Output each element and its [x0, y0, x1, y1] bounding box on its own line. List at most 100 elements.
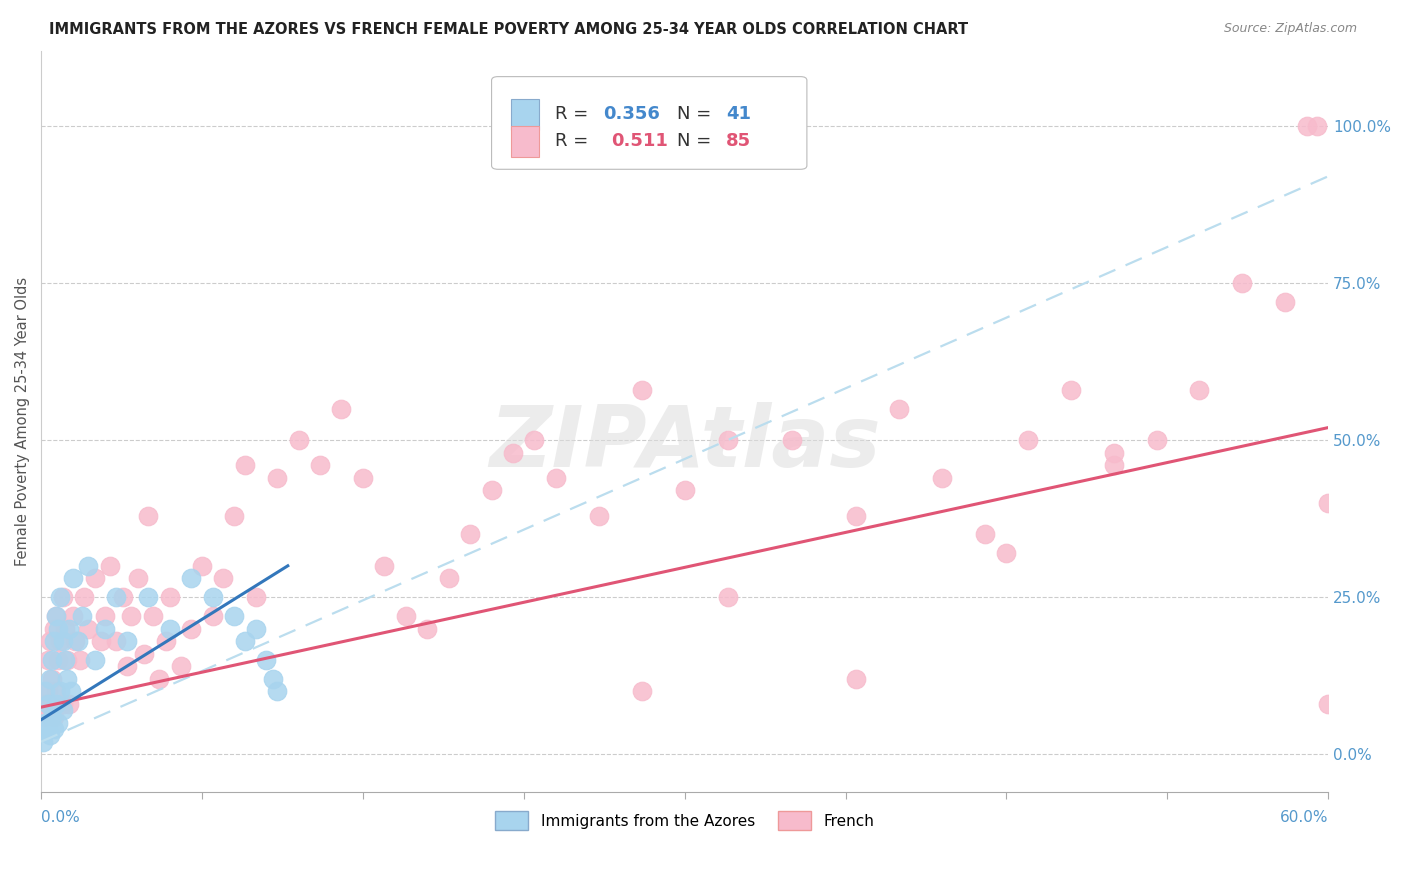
Text: R =: R =: [554, 105, 593, 123]
Point: [254, 653, 277, 667]
Point: [127, 571, 149, 585]
Point: [180, 571, 202, 585]
Point: [191, 558, 214, 573]
Point: [70, 609, 93, 624]
Point: [51, 591, 73, 605]
Point: [56, 653, 79, 667]
Point: [330, 401, 353, 416]
Point: [1060, 383, 1083, 397]
Point: [38, 728, 60, 742]
Point: [1102, 458, 1125, 473]
Point: [90, 634, 112, 648]
Bar: [510, 126, 538, 157]
Point: [201, 609, 224, 624]
Point: [83, 653, 105, 667]
Point: [887, 401, 910, 416]
Point: [42, 709, 65, 723]
Point: [233, 458, 256, 473]
Point: [34, 697, 56, 711]
Point: [1317, 496, 1340, 510]
Point: [458, 527, 481, 541]
Point: [845, 508, 868, 523]
Point: [98, 558, 121, 573]
Bar: [510, 99, 538, 130]
Point: [1102, 446, 1125, 460]
Point: [630, 383, 652, 397]
Point: [34, 684, 56, 698]
Point: [69, 653, 91, 667]
Point: [155, 634, 177, 648]
Point: [845, 672, 868, 686]
Text: ZIPAtlas: ZIPAtlas: [489, 402, 880, 485]
Point: [224, 508, 246, 523]
Point: [60, 684, 83, 698]
Point: [62, 609, 84, 624]
Point: [45, 609, 67, 624]
Point: [41, 653, 63, 667]
Point: [262, 672, 284, 686]
Point: [416, 622, 439, 636]
Point: [716, 433, 738, 447]
Point: [780, 433, 803, 447]
Point: [37, 722, 59, 736]
Text: N =: N =: [676, 132, 717, 150]
Point: [1317, 697, 1340, 711]
Point: [995, 546, 1018, 560]
Point: [931, 471, 953, 485]
Point: [94, 622, 117, 636]
Point: [1306, 119, 1329, 133]
Point: [41, 672, 63, 686]
Point: [45, 609, 67, 624]
Point: [502, 446, 524, 460]
Point: [974, 527, 997, 541]
Point: [34, 715, 56, 730]
Text: Source: ZipAtlas.com: Source: ZipAtlas.com: [1223, 22, 1357, 36]
Point: [49, 634, 72, 648]
Y-axis label: Female Poverty Among 25-34 Year Olds: Female Poverty Among 25-34 Year Olds: [15, 277, 30, 566]
Point: [62, 571, 84, 585]
Point: [53, 653, 76, 667]
Text: 41: 41: [725, 105, 751, 123]
Point: [38, 697, 60, 711]
Text: N =: N =: [676, 105, 717, 123]
Point: [309, 458, 332, 473]
FancyBboxPatch shape: [492, 77, 807, 169]
Point: [1274, 295, 1296, 310]
Point: [58, 622, 80, 636]
Point: [588, 508, 610, 523]
Point: [83, 571, 105, 585]
Point: [73, 591, 96, 605]
Point: [77, 558, 100, 573]
Point: [395, 609, 418, 624]
Point: [94, 609, 117, 624]
Point: [115, 634, 138, 648]
Point: [481, 483, 503, 498]
Text: 0.356: 0.356: [603, 105, 661, 123]
Point: [523, 433, 546, 447]
Point: [46, 715, 69, 730]
Point: [159, 622, 181, 636]
Point: [437, 571, 460, 585]
Text: 60.0%: 60.0%: [1279, 810, 1329, 824]
Point: [266, 471, 288, 485]
Point: [105, 634, 128, 648]
Point: [38, 672, 60, 686]
Point: [46, 653, 69, 667]
Point: [544, 471, 567, 485]
Point: [37, 697, 59, 711]
Point: [201, 591, 224, 605]
Point: [132, 647, 155, 661]
Point: [32, 735, 55, 749]
Point: [169, 659, 191, 673]
Point: [49, 591, 72, 605]
Point: [224, 609, 246, 624]
Point: [352, 471, 374, 485]
Point: [37, 684, 59, 698]
Text: 85: 85: [725, 132, 751, 150]
Point: [138, 591, 160, 605]
Point: [65, 634, 87, 648]
Point: [1295, 119, 1317, 133]
Point: [53, 622, 76, 636]
Point: [245, 622, 267, 636]
Point: [51, 634, 73, 648]
